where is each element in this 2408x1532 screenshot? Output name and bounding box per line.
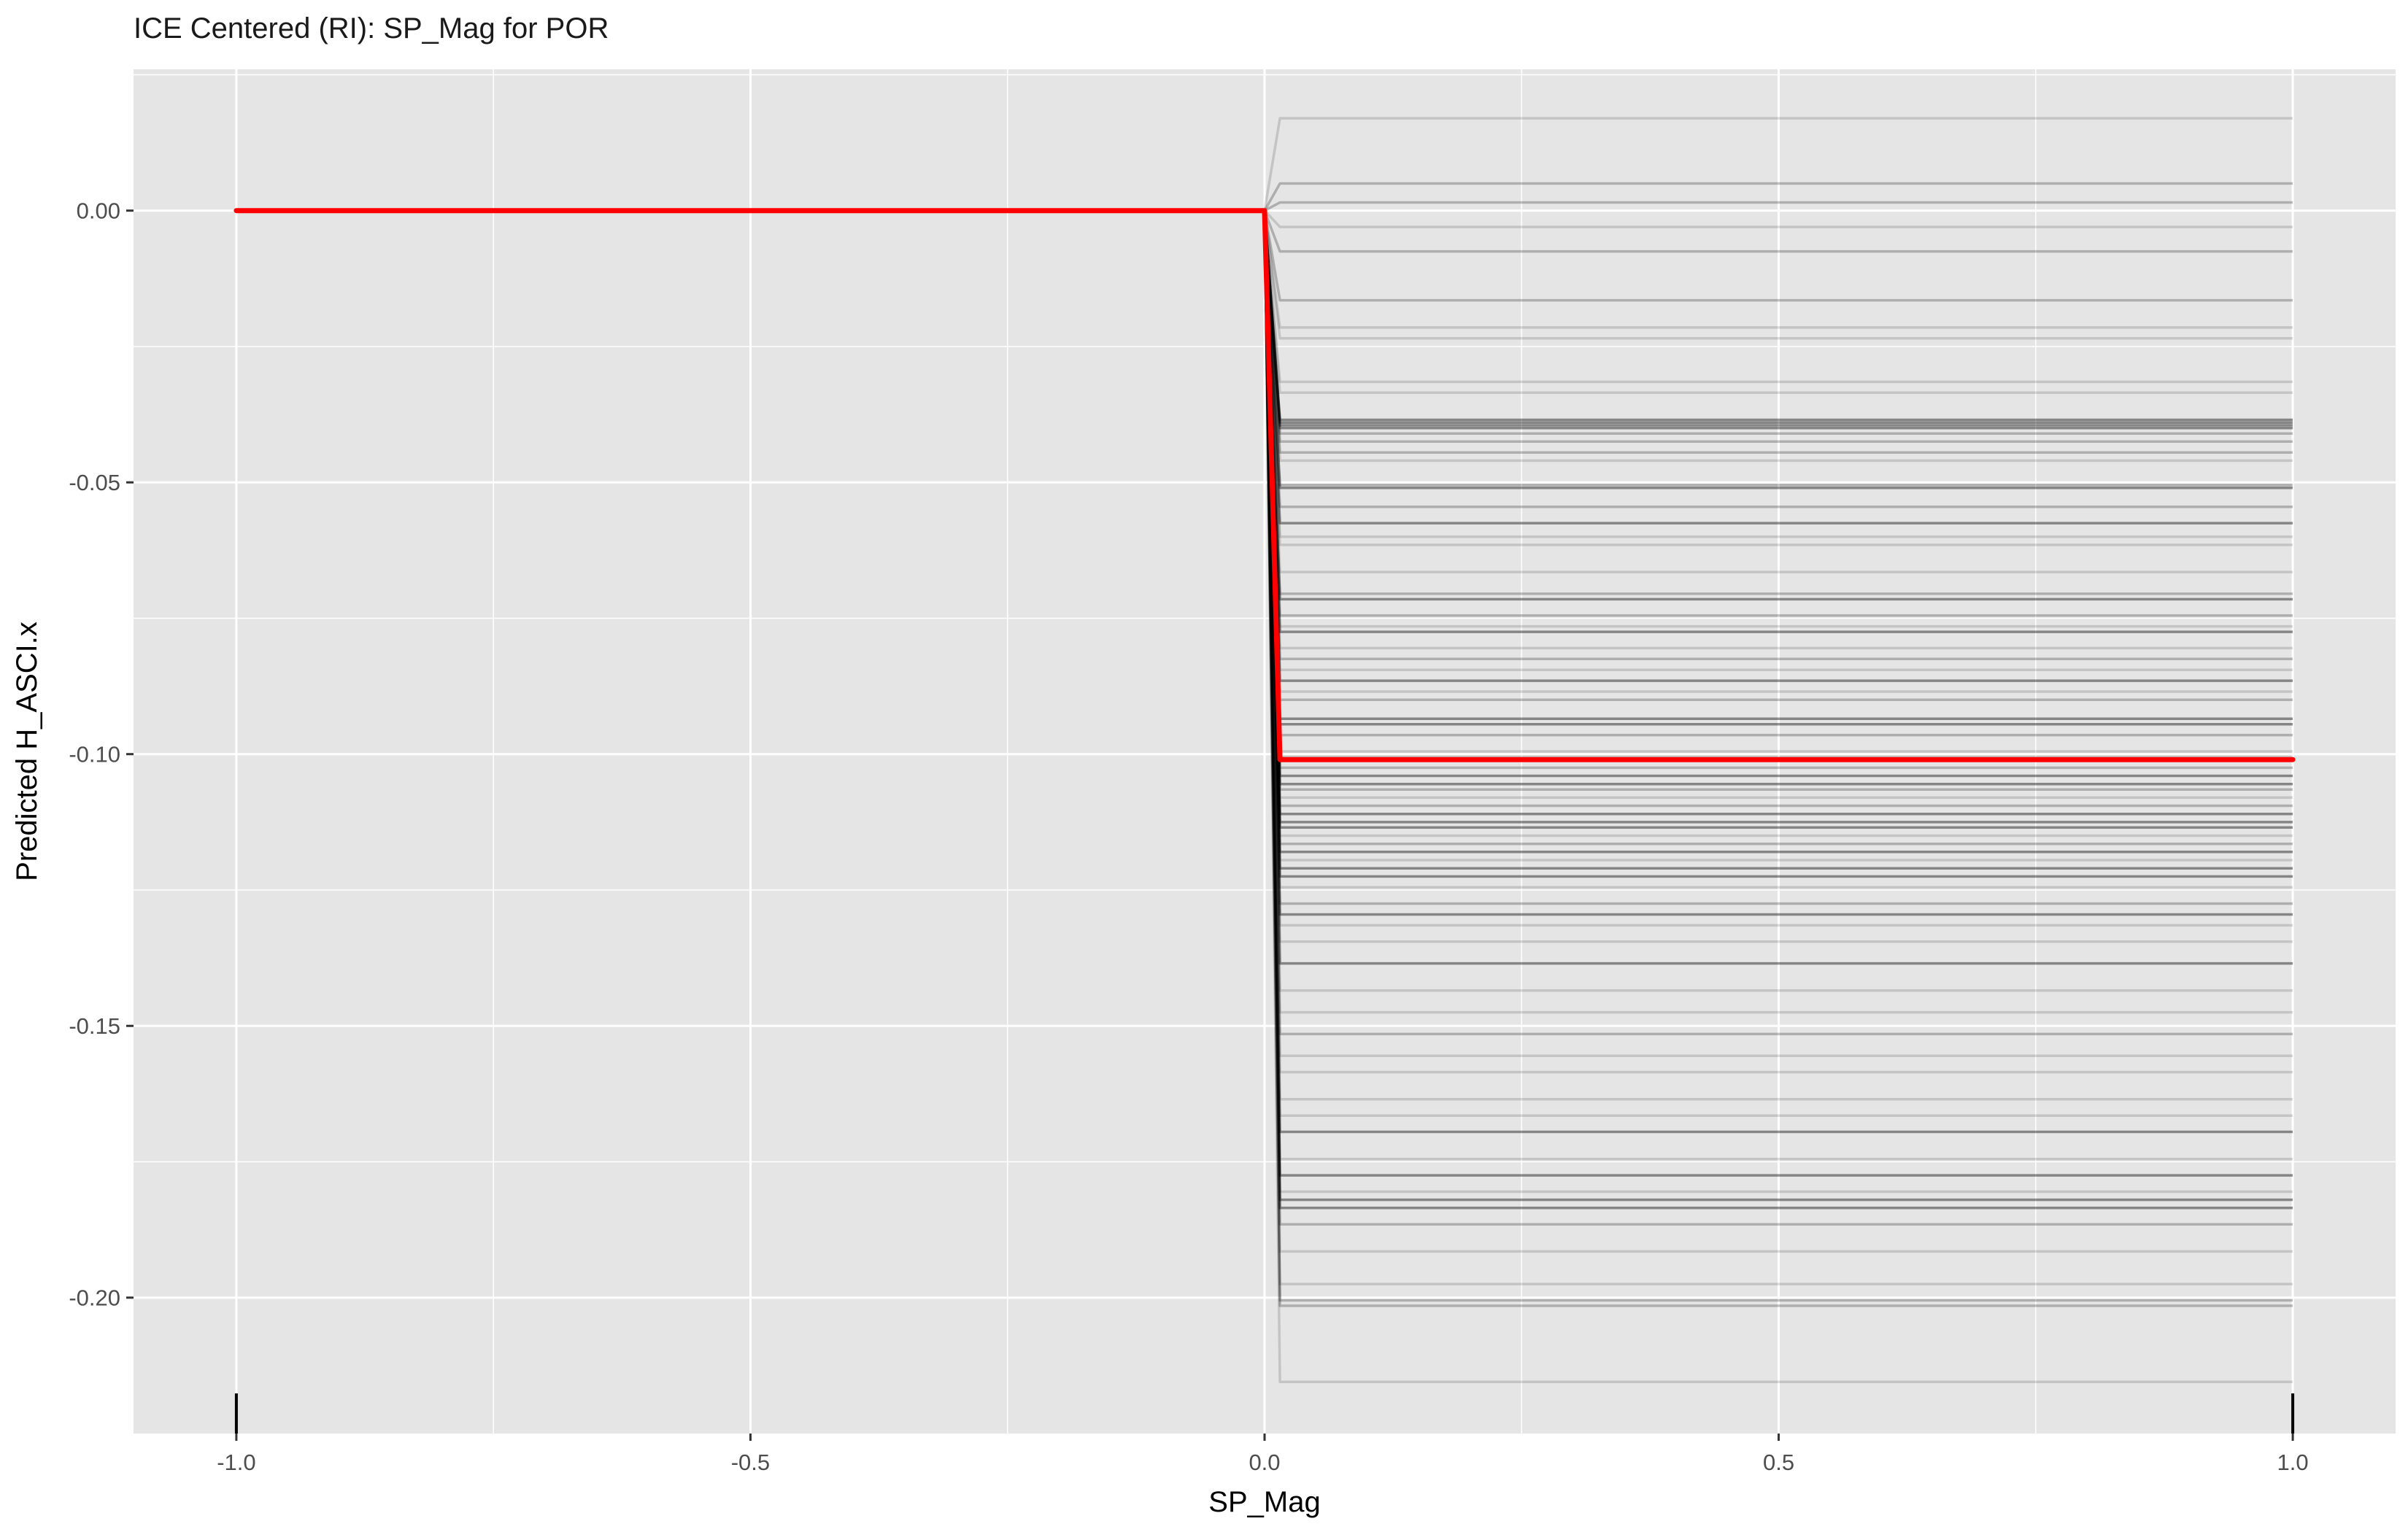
pdp-curve bbox=[234, 208, 2296, 762]
x-tick-label: 1.0 bbox=[2277, 1450, 2309, 1475]
x-axis: -1.0 -0.5 0.0 0.5 1.0 bbox=[217, 1434, 2309, 1475]
x-tick-label: 0.0 bbox=[1249, 1450, 1280, 1475]
y-tick-label: -0.15 bbox=[69, 1013, 120, 1039]
x-axis-title: SP_Mag bbox=[1208, 1486, 1320, 1518]
x-tick-label: 0.5 bbox=[1763, 1450, 1794, 1475]
y-tick-label: 0.00 bbox=[77, 198, 120, 224]
x-tick-label: -1.0 bbox=[217, 1450, 255, 1475]
pdp-curve-group bbox=[234, 208, 2296, 762]
y-tick-label: -0.05 bbox=[69, 470, 120, 495]
x-tick-label: -0.5 bbox=[731, 1450, 770, 1475]
chart-title: ICE Centered (RI): SP_Mag for POR bbox=[134, 12, 609, 45]
y-tick-label: -0.10 bbox=[69, 742, 120, 767]
y-tick-label: -0.20 bbox=[69, 1285, 120, 1311]
rug-marks bbox=[234, 1393, 2295, 1434]
y-axis: 0.00 -0.05 -0.10 -0.15 -0.20 bbox=[69, 198, 134, 1311]
y-axis-title: Predicted H_ASCI.x bbox=[11, 622, 43, 881]
